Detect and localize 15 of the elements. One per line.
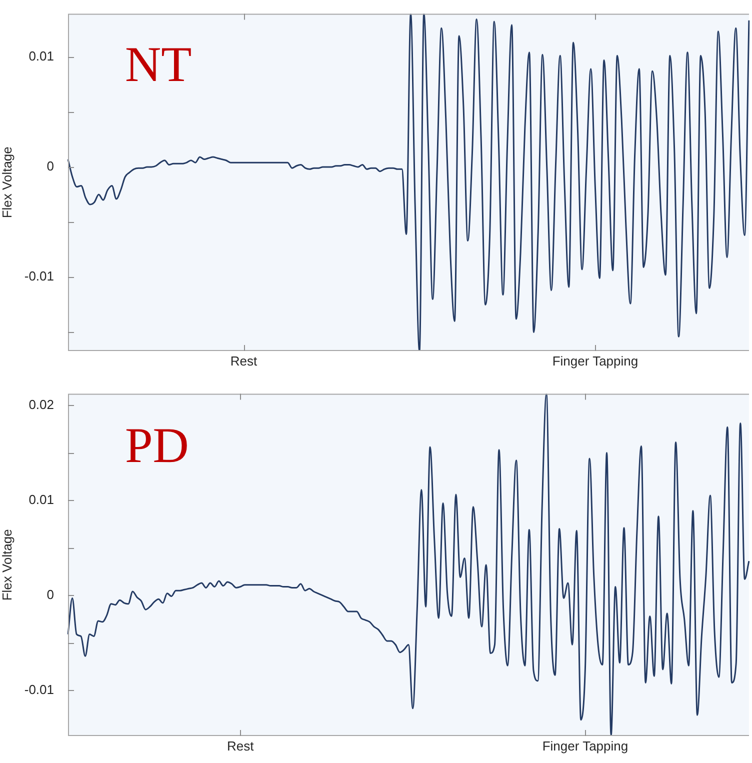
chart-title: NT	[125, 36, 192, 92]
y-tick-label: -0.01	[24, 268, 54, 284]
y-axis-title: Flex Voltage	[0, 146, 14, 218]
y-tick-label: 0.02	[28, 396, 54, 412]
y-tick-label: 0	[46, 158, 54, 174]
y-tick-label: 0	[46, 586, 54, 602]
y-tick-label: 0.01	[28, 492, 54, 507]
y-axis-title: Flex Voltage	[0, 529, 14, 601]
x-tick-label: Rest	[227, 738, 254, 754]
x-tick-label: Finger Tapping	[552, 353, 638, 368]
y-tick-label: -0.01	[24, 682, 54, 697]
x-tick-label: Rest	[230, 353, 258, 368]
y-tick-label: 0.01	[28, 48, 54, 64]
x-tick-label: Finger Tapping	[542, 738, 628, 754]
text: PD	[125, 417, 189, 474]
